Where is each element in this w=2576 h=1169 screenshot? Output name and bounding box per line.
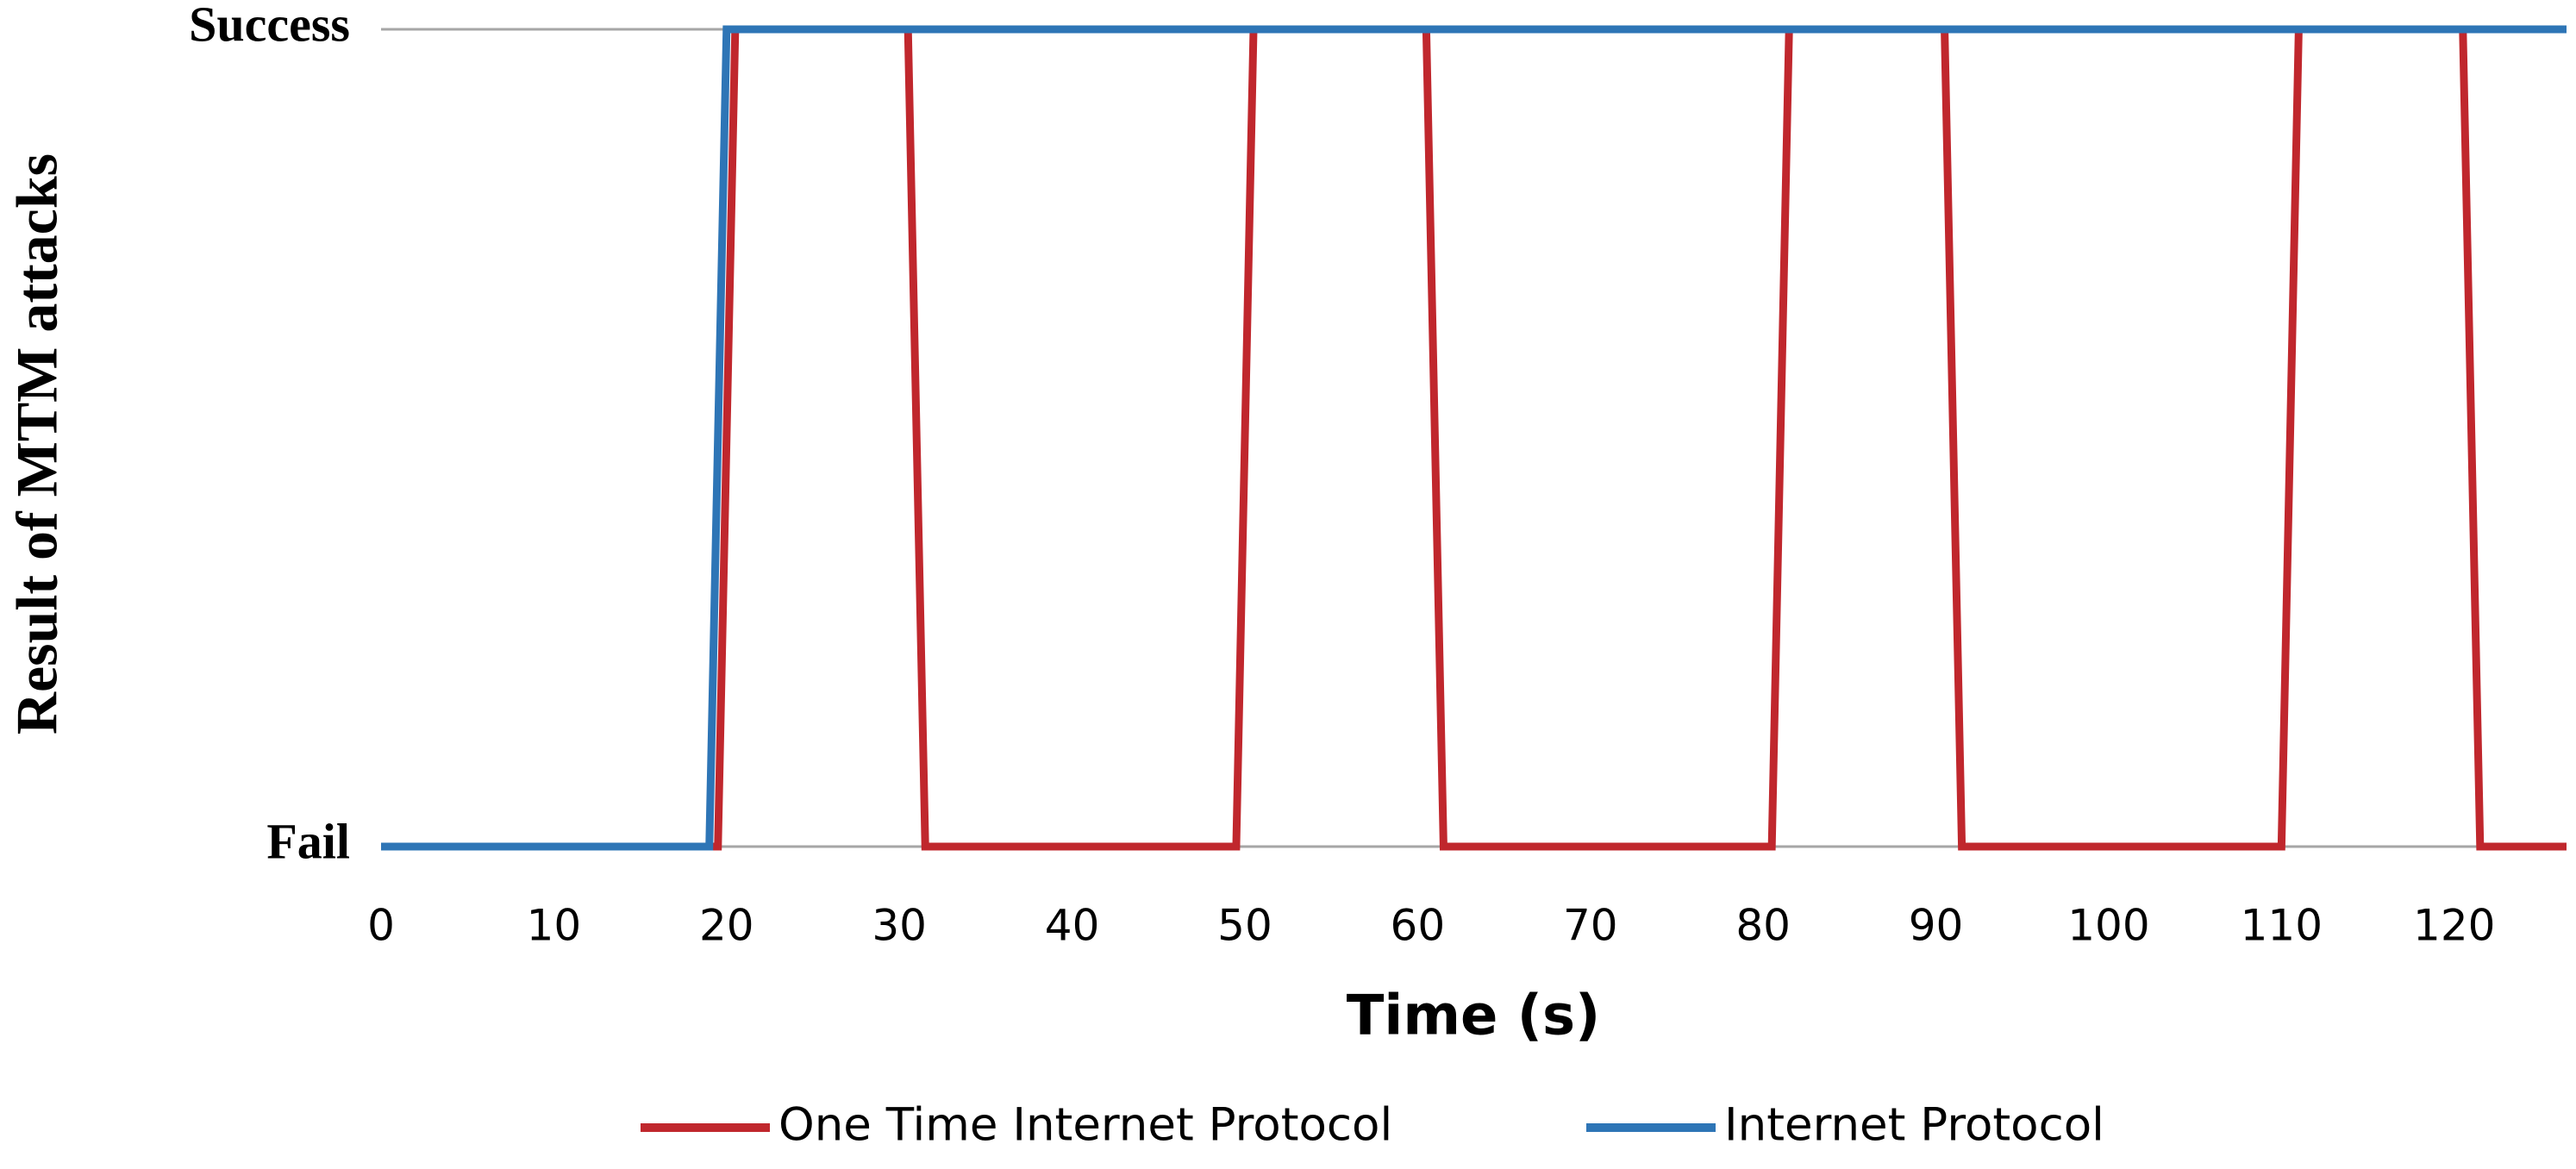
x-axis-label: Time (s) (1347, 985, 1601, 1048)
x-tick-label: 120 (2413, 901, 2495, 951)
x-tick-label: 20 (699, 901, 754, 951)
x-tick-label: 50 (1217, 901, 1272, 951)
y-tick-label: Success (189, 0, 350, 52)
series-line (381, 25, 2567, 851)
x-tick-label: 40 (1045, 901, 1100, 951)
x-tick-label: 80 (1735, 901, 1791, 951)
x-tick-label: 110 (2241, 901, 2323, 951)
x-tick-label: 10 (527, 901, 582, 951)
legend-label: One Time Internet Protocol (778, 1099, 1392, 1152)
x-tick-label: 0 (367, 901, 395, 951)
x-tick-label: 30 (872, 901, 927, 951)
x-tick-label: 100 (2067, 901, 2149, 951)
legend-label: Internet Protocol (1724, 1099, 2104, 1152)
x-tick-label: 70 (1563, 901, 1618, 951)
x-tick-label: 90 (1909, 901, 1964, 951)
x-tick-label: 60 (1391, 901, 1446, 951)
y-tick-label: Fail (266, 813, 350, 869)
y-axis-label: Result of MTM attacks (4, 153, 70, 735)
